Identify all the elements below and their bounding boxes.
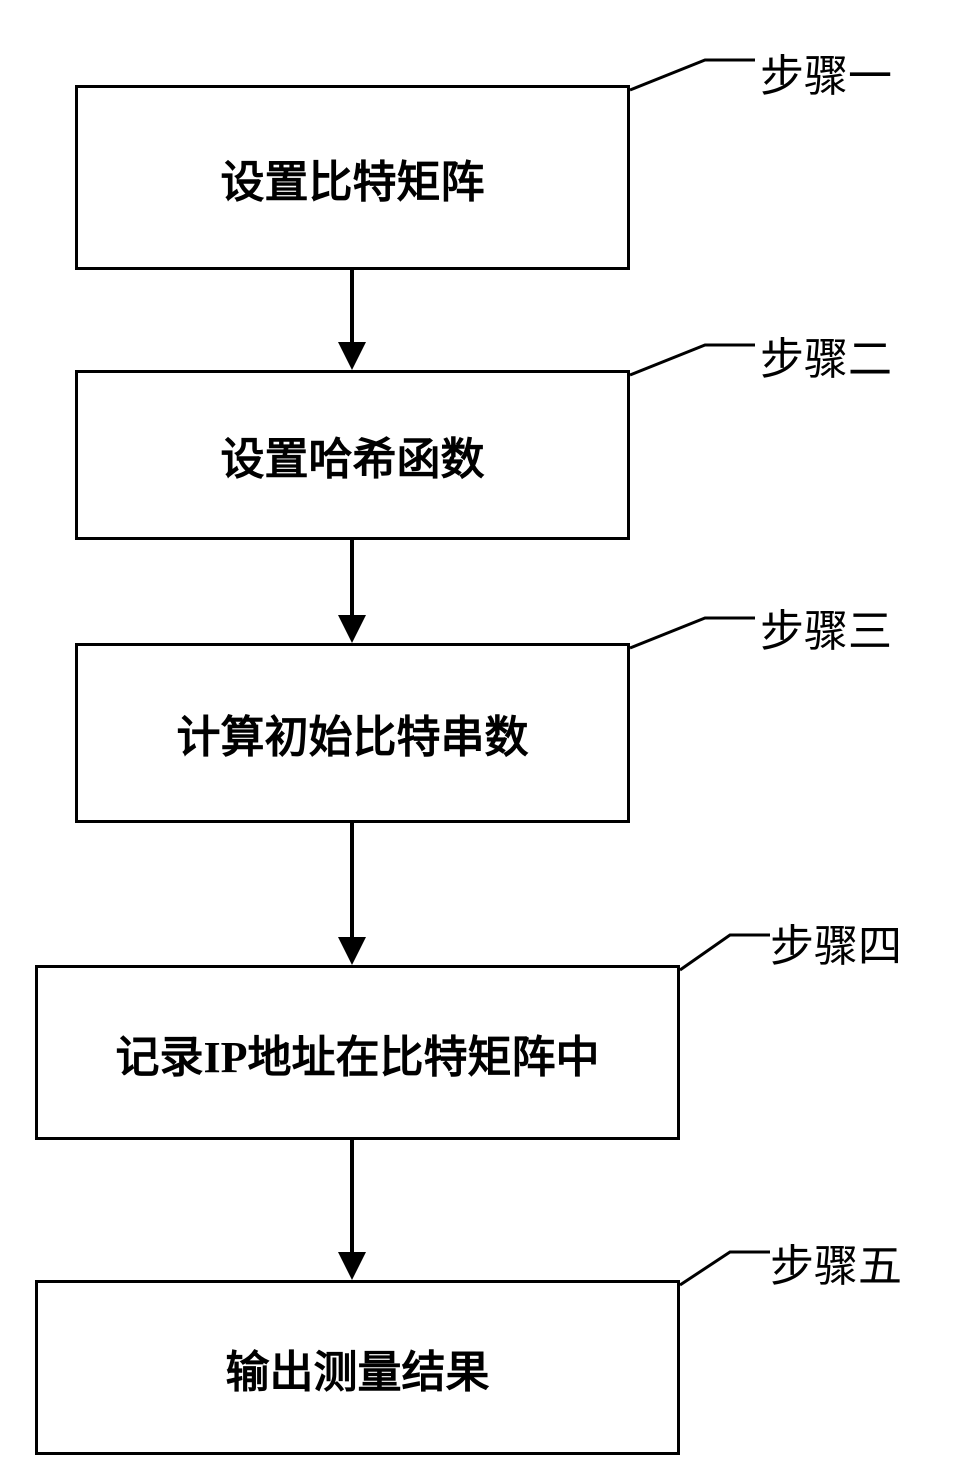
- step4-label: 步骤四: [770, 910, 902, 974]
- step3-text: 计算初始比特串数: [177, 701, 529, 765]
- step1-label: 步骤一: [760, 40, 892, 104]
- step3-label: 步骤三: [760, 595, 892, 659]
- step4-text: 记录IP地址在比特矩阵中: [116, 1021, 600, 1085]
- step1-text: 设置比特矩阵: [221, 146, 485, 210]
- step2-label: 步骤二: [760, 323, 892, 387]
- step5-label: 步骤五: [770, 1230, 902, 1294]
- step2-text: 设置哈希函数: [221, 423, 485, 487]
- step5-text: 输出测量结果: [226, 1336, 490, 1400]
